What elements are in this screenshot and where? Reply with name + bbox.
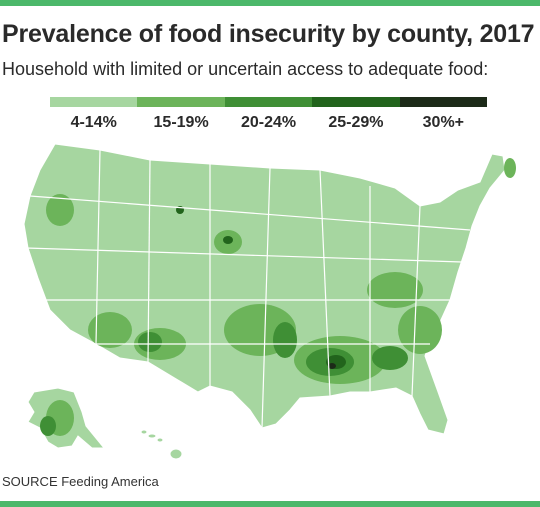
county-patch <box>88 312 132 348</box>
legend-label-30-plus: 30%+ <box>422 114 465 131</box>
county-patch <box>223 236 233 244</box>
state-border <box>95 149 101 345</box>
legend-label-25-29: 25-29% <box>328 114 384 131</box>
legend-swatch-30-plus <box>399 97 488 107</box>
state-border <box>25 247 463 263</box>
county-patch <box>504 158 516 178</box>
legend-label-15-19: 15-19% <box>153 114 209 131</box>
county-patch <box>40 416 56 436</box>
legend-swatch-20-24 <box>224 97 313 107</box>
legend-label-4-14: 4-14% <box>70 114 117 131</box>
county-cluster-30-plus <box>328 363 336 369</box>
legend-labels: 4-14% 15-19% 20-24% 25-29% 30%+ <box>50 114 487 132</box>
legend-color-bar <box>50 97 488 107</box>
legend: 4-14% 15-19% 20-24% 25-29% 30%+ <box>50 97 488 132</box>
hawaii-island-2 <box>147 433 157 439</box>
county-patch <box>46 194 74 226</box>
contiguous-us-shape <box>23 143 506 435</box>
bottom-accent-bar <box>0 501 540 507</box>
hawaii-island-1 <box>140 429 148 435</box>
state-border <box>29 195 471 231</box>
legend-swatch-15-19 <box>137 97 225 107</box>
state-border <box>411 205 421 397</box>
county-patch <box>398 306 442 354</box>
state-border <box>147 159 151 363</box>
county-patch <box>138 332 162 352</box>
legend-swatch-25-29 <box>312 97 400 107</box>
state-border <box>319 169 331 397</box>
state-border <box>261 167 271 429</box>
source-note: SOURCE Feeding America <box>2 474 159 489</box>
legend-swatch-4-14 <box>50 97 138 107</box>
map-title: Prevalence of food insecurity by county,… <box>2 20 535 48</box>
map-subtitle: Household with limited or uncertain acce… <box>2 59 489 79</box>
hawaii-island-3 <box>156 437 164 443</box>
hawaii-island-4 <box>169 448 183 460</box>
county-patch <box>273 322 297 358</box>
us-county-map <box>23 143 516 460</box>
county-patch <box>328 363 336 369</box>
top-accent-bar <box>0 0 540 6</box>
county-patch <box>372 346 408 370</box>
legend-label-20-24: 20-24% <box>240 114 297 131</box>
state-borders <box>25 149 471 429</box>
county-patch <box>367 272 423 308</box>
